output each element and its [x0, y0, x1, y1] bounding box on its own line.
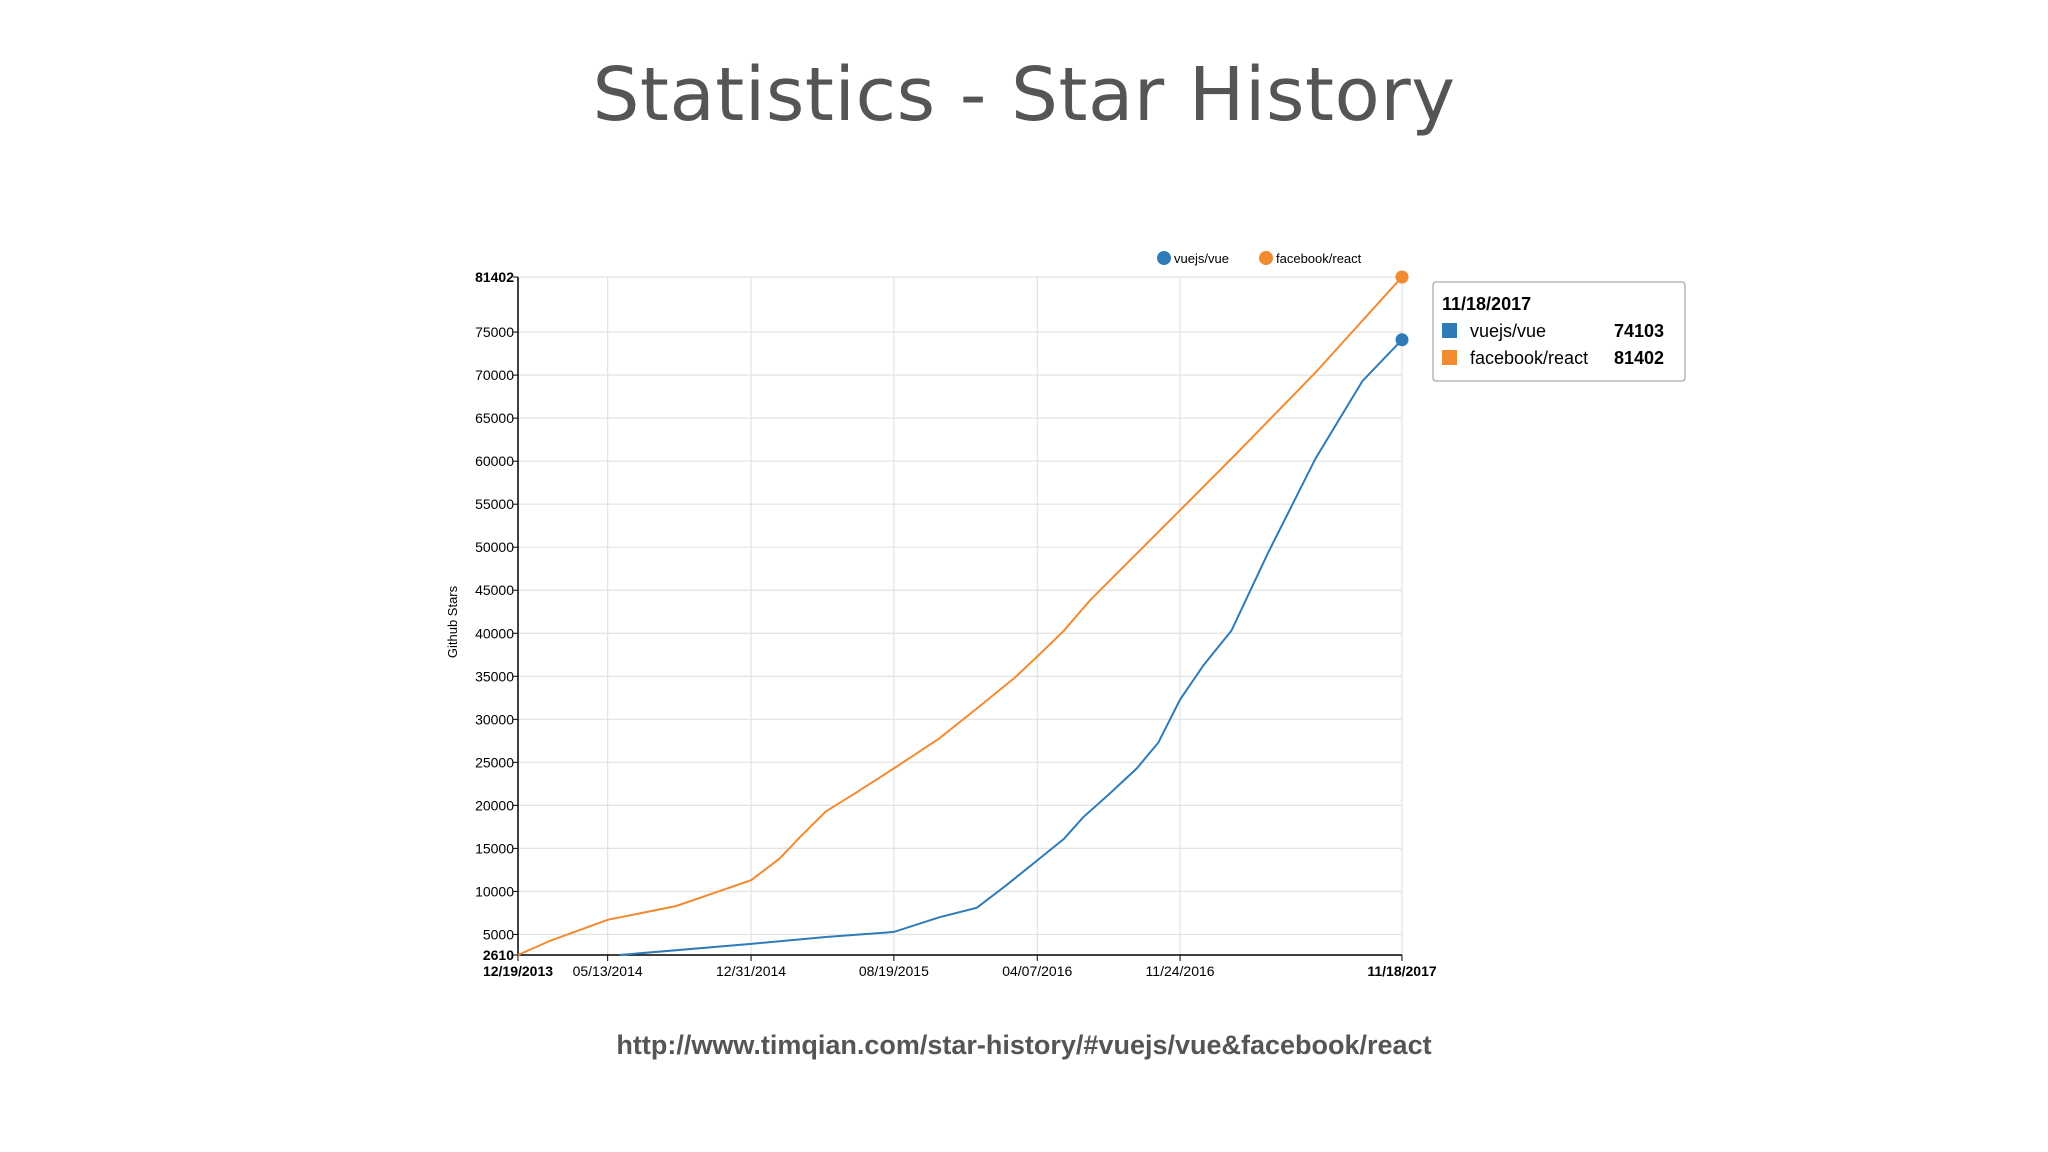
- gridlines: [518, 276, 1403, 955]
- x-tick-label: 05/13/2014: [573, 963, 643, 979]
- tooltip-box: [1432, 281, 1686, 382]
- series-endpoint-vuejs-vue: [1395, 333, 1409, 347]
- y-tick-label: 75000: [475, 324, 514, 340]
- y-tick-label: 15000: [475, 840, 514, 856]
- x-tick-label: 08/19/2015: [859, 963, 929, 979]
- x-tick-label: 12/31/2014: [716, 963, 786, 979]
- tooltip-swatch: [1442, 323, 1457, 338]
- y-tick-label: 45000: [475, 582, 514, 598]
- y-axis-label: Github Stars: [445, 585, 460, 658]
- legend-marker-vuejs-vue: [1157, 251, 1171, 265]
- legend-label-vuejs-vue: vuejs/vue: [1174, 251, 1229, 266]
- series-endpoint-facebook-react: [1395, 270, 1409, 284]
- tooltip-series-value: 74103: [1614, 321, 1664, 341]
- legend-label-facebook-react: facebook/react: [1276, 251, 1362, 266]
- y-tick-label: 55000: [475, 496, 514, 512]
- slide-title: Statistics - Star History: [592, 52, 1456, 138]
- source-url[interactable]: http://www.timqian.com/star-history/#vue…: [616, 1030, 1432, 1060]
- y-tick-label: 50000: [475, 539, 514, 555]
- chart-legend: vuejs/vue facebook/react: [1157, 251, 1362, 266]
- y-tick-label: 2610: [483, 947, 514, 963]
- tooltip-date: 11/18/2017: [1442, 294, 1531, 314]
- x-tick-label: 12/19/2013: [483, 963, 553, 979]
- tooltip: 11/18/2017 vuejs/vue 74103 facebook/react 81…: [1432, 281, 1686, 382]
- tooltip-series-value: 81402: [1614, 348, 1664, 368]
- y-tick-label: 35000: [475, 668, 514, 684]
- y-tick-label: 81402: [475, 269, 514, 285]
- series-line-facebook-react: [517, 276, 1403, 956]
- tooltip-swatch: [1442, 350, 1457, 365]
- y-tick-label: 65000: [475, 410, 514, 426]
- x-tick-label: 11/18/2017: [1367, 963, 1437, 979]
- y-tick-label: 10000: [475, 883, 514, 899]
- axes: 2610 5000 10000 15000 20000 25000 30000 35000 40…: [445, 269, 1437, 979]
- series-line-vuejs-vue: [619, 339, 1403, 956]
- series-lines: [517, 270, 1409, 956]
- y-tick-label: 60000: [475, 453, 514, 469]
- y-tick-label: 30000: [475, 711, 514, 727]
- x-tick-label: 04/07/2016: [1002, 963, 1072, 979]
- x-tick-label: 11/24/2016: [1146, 963, 1215, 979]
- y-tick-label: 40000: [475, 625, 514, 641]
- tooltip-series-name: facebook/react: [1470, 348, 1588, 368]
- y-tick-label: 70000: [475, 367, 514, 383]
- legend-marker-facebook-react: [1259, 251, 1273, 265]
- y-tick-label: 5000: [483, 926, 514, 942]
- y-tick-label: 20000: [475, 797, 514, 813]
- tooltip-series-name: vuejs/vue: [1470, 321, 1546, 341]
- y-tick-label: 25000: [475, 754, 514, 770]
